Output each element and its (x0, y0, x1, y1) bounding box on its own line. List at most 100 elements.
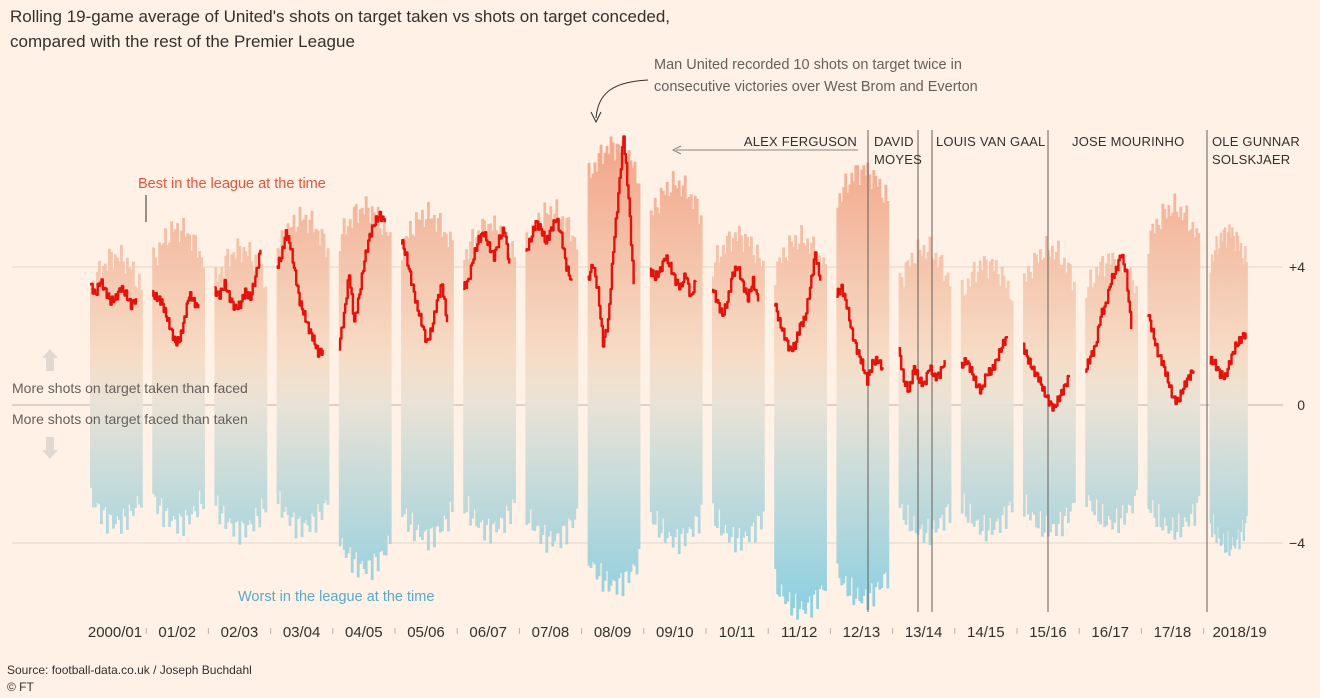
league-range-bar (324, 256, 328, 501)
league-range-bar (342, 218, 346, 550)
league-range-bar (860, 169, 864, 604)
united-line-segment (90, 278, 138, 311)
league-range-bar (884, 184, 888, 573)
league-range-bar (665, 181, 669, 539)
league-range-bar (513, 257, 517, 503)
league-range-bar (1006, 280, 1010, 506)
league-range-bar (1053, 259, 1056, 524)
league-range-bar (126, 257, 129, 530)
league-range-bar (687, 197, 691, 527)
league-range-bar (258, 269, 262, 528)
united-line-segment (1209, 332, 1247, 381)
league-range-bar (1133, 293, 1137, 496)
league-range-bar (1103, 276, 1107, 528)
league-range-bar (256, 266, 260, 517)
league-range-bar (304, 214, 308, 521)
league-range-bar (358, 209, 362, 564)
league-range-bar (1177, 217, 1181, 515)
league-range-bar (1167, 205, 1171, 534)
league-range-bar (1149, 230, 1153, 513)
league-range-bar (1111, 252, 1115, 530)
league-range-bar (240, 262, 244, 522)
y-axis-ticks: +4 0 −4 (1289, 259, 1305, 551)
league-range-bar (928, 236, 932, 546)
league-range-bar (1095, 267, 1099, 500)
league-range-bar (1125, 277, 1129, 513)
league-range-bar (216, 281, 220, 496)
league-range-bar (565, 218, 569, 545)
league-range-bar (597, 153, 601, 577)
league-range-bar (1045, 236, 1048, 516)
league-range-bar (914, 263, 918, 533)
league-range-bar (338, 251, 342, 547)
league-range-bar (443, 232, 446, 516)
league-range-bar (1212, 261, 1215, 514)
league-range-bar (96, 272, 99, 503)
league-range-bar (569, 241, 573, 521)
united-line-segment (960, 336, 1008, 395)
league-range-bar (1221, 241, 1224, 545)
league-range-bar (1242, 264, 1245, 542)
league-range-bar (683, 175, 687, 547)
league-range-bar (407, 237, 410, 532)
united-line-segment (774, 251, 822, 353)
record-annotation-line1: Man United recorded 10 shots on target t… (654, 57, 962, 73)
league-range-bar (629, 160, 633, 572)
league-range-bar (511, 241, 515, 500)
league-range-bar (575, 249, 579, 509)
league-range-bar (824, 264, 828, 591)
league-range-bar (998, 286, 1002, 533)
league-range-bar (1031, 278, 1034, 513)
league-range-bar (1235, 231, 1238, 540)
record-annotation-line2: consecutive victories over West Brom and… (654, 79, 978, 95)
league-range-bar (1244, 246, 1247, 524)
league-range-bar (138, 273, 141, 505)
league-range-bar (1010, 301, 1014, 513)
manager-label: MOYES (874, 152, 922, 167)
league-range-bar (202, 267, 206, 509)
league-range-bar (242, 246, 246, 524)
league-range-bar (487, 224, 491, 519)
league-range-bar (1089, 269, 1093, 501)
league-range-bar (912, 263, 916, 516)
league-range-bar (489, 223, 493, 544)
league-range-bar (380, 234, 384, 551)
league-range-bar (481, 218, 485, 520)
league-range-bar (306, 232, 310, 526)
league-range-bar (220, 267, 224, 514)
x-tick-label: 2000/01 (88, 624, 142, 641)
league-range-bar (308, 219, 312, 533)
league-range-bar (539, 226, 543, 545)
league-range-bar (433, 215, 436, 548)
league-range-bar (278, 249, 282, 492)
league-range-bar (984, 259, 988, 542)
down-arrow-icon (42, 437, 58, 459)
league-range-bar (1123, 263, 1127, 525)
league-range-bar (946, 272, 950, 505)
league-range-bar (758, 257, 761, 517)
united-line-segment (898, 346, 946, 393)
league-range-bar (112, 268, 115, 529)
x-tick-label: 16/17 (1091, 624, 1129, 641)
league-range-bar (948, 286, 952, 523)
league-range-bar (980, 270, 984, 531)
season-separators (145, 628, 1205, 634)
league-range-bar (820, 269, 824, 586)
league-range-bar (232, 252, 236, 537)
united-line-segment (152, 289, 200, 347)
league-range-bar (497, 243, 501, 529)
manager-label: LOUIS VAN GAAL (936, 134, 1046, 149)
league-range-bar (920, 255, 924, 525)
league-range-bar (816, 258, 820, 609)
league-range-bar (996, 274, 1000, 519)
chart-title-line1: Rolling 19-game average of United's shot… (10, 7, 670, 26)
manager-label: OLE GUNNAR (1212, 134, 1300, 149)
league-range-bar (611, 142, 615, 580)
league-range-bar (681, 185, 685, 529)
league-range-bar (531, 224, 535, 530)
league-range-bar (637, 183, 641, 549)
league-range-bar (567, 217, 571, 519)
x-tick-label: 02/03 (221, 624, 259, 641)
league-range-bar (176, 223, 180, 534)
record-annotation-arrow (595, 79, 649, 119)
